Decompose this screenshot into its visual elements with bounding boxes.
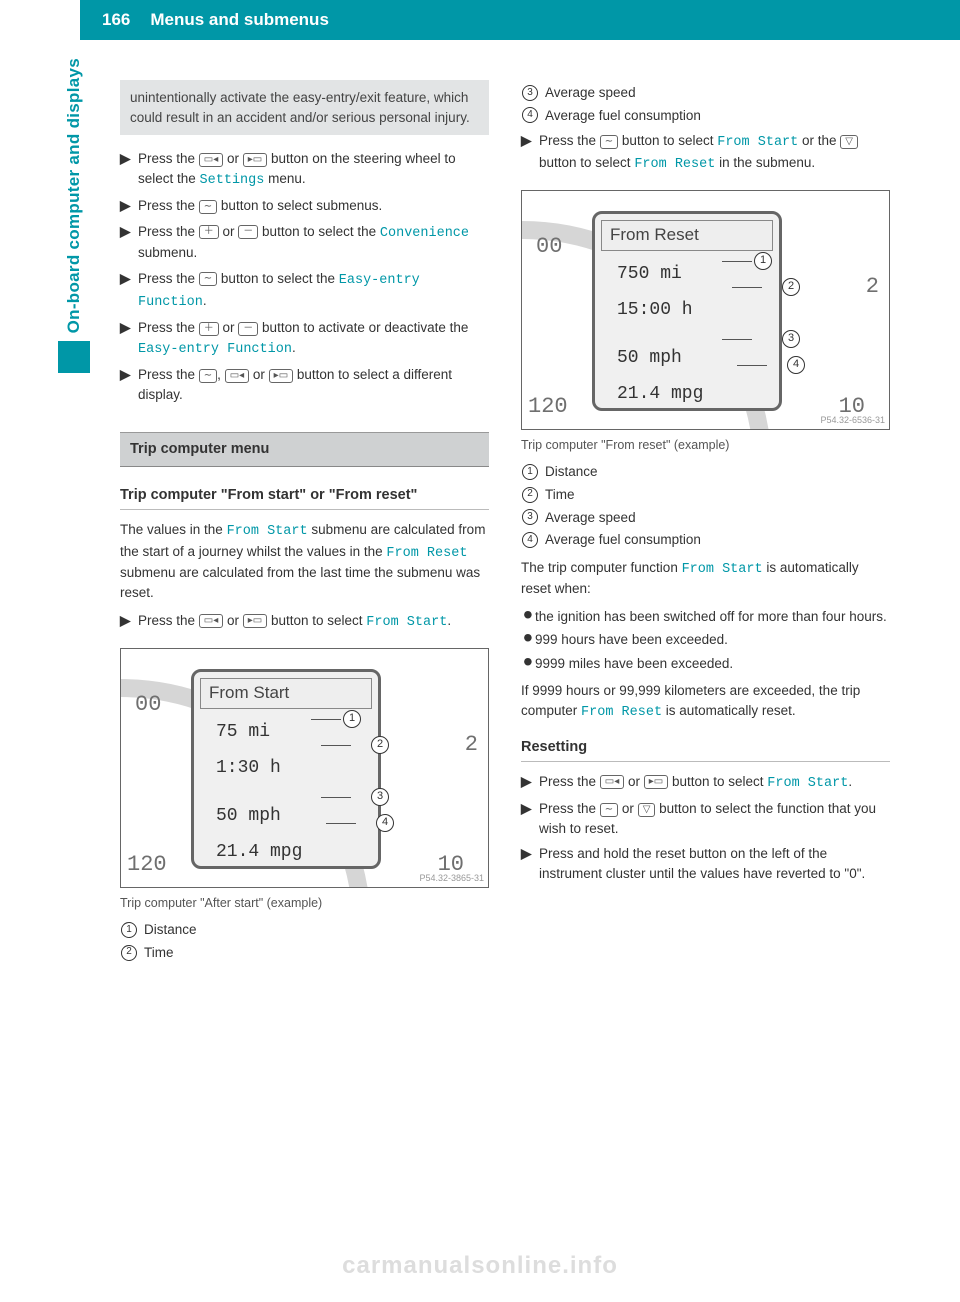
legend-item: 3Average speed [521,83,890,103]
instruction-step: ▶Press the ∼, ▭◂ or ▸▭ button to select … [120,365,489,404]
warning-notice: unintentionally activate the easy-entry/… [120,80,489,135]
bullet-item: the ignition has been switched off for m… [521,607,890,627]
step-select-from-start: ▶ Press the ▭◂ or ▸▭ button to select Fr… [120,611,489,633]
legend-item: 1Distance [521,462,890,482]
instruction-step: ▶Press the ∼ button to select submenus. [120,196,489,216]
right_page-icon: ▸▭ [644,775,668,789]
step-marker-icon: ▶ [120,269,132,312]
left-page-icon: ▭◂ [199,614,223,628]
minus-icon: － [238,322,258,336]
section-bar-trip: Trip computer menu [120,432,489,467]
step-marker-icon: ▶ [120,222,132,263]
bullet-item: 9999 miles have been exceeded. [521,654,890,674]
body-auto-reset: The trip computer function From Start is… [521,558,890,599]
legend-item: 4Average fuel consumption [521,106,890,126]
header-title: Menus and submenus [142,8,329,33]
right-page-icon: ▸▭ [243,614,267,628]
plus-icon: ＋ [199,322,219,336]
step-marker-icon: ▶ [120,149,132,190]
right-column: 3Average speed4Average fuel consumption … [521,80,890,965]
side-tab-block [58,341,90,373]
legend-item: 2Time [120,943,489,963]
scroll-icon: ∼ [600,803,618,817]
legend-item: 3Average speed [521,508,890,528]
step-select-from-reset: ▶ Press the ∼ button to select From Star… [521,131,890,174]
left_page-icon: ▭◂ [199,153,223,167]
instruction-step: ▶Press the ＋ or － button to select the C… [120,222,489,263]
step-marker-icon: ▶ [120,196,132,216]
step-marker-icon: ▶ [521,844,533,883]
side-tab: On-board computer and displays [58,58,90,373]
minus-icon: － [238,225,258,239]
scroll-icon: ∼ [600,135,618,149]
instruction-step: ▶Press the ∼ button to select the Easy-e… [120,269,489,312]
instruction-step: ▶Press the ∼ or ▽ button to select the f… [521,799,890,838]
right_page-icon: ▸▭ [269,369,293,383]
scroll-icon: ∼ [199,369,217,383]
body-from-start: The values in the From Start submenu are… [120,520,489,602]
subheading-resetting: Resetting [521,737,890,762]
left_page-icon: ▭◂ [225,369,249,383]
right_page-icon: ▸▭ [243,153,267,167]
back-icon: ▽ [638,803,656,817]
step-marker-icon: ▶ [120,365,132,404]
subheading-from-start: Trip computer "From start" or "From rese… [120,485,489,510]
legend-item: 2Time [521,485,890,505]
step-marker-icon: ▶ [521,772,533,794]
side-tab-label: On-board computer and displays [62,58,87,333]
step-marker-icon: ▶ [521,131,533,174]
left-column: unintentionally activate the easy-entry/… [120,80,489,965]
figure1-caption: Trip computer "After start" (example) [120,894,489,912]
left_page-icon: ▭◂ [600,775,624,789]
instruction-step: ▶Press the ▭◂ or ▸▭ button on the steeri… [120,149,489,190]
legend-item: 1Distance [120,920,489,940]
page-number: 166 [90,8,142,33]
figure-from-reset: 00 2 120 10 From Reset 750 mi 15:00 h 50… [521,190,890,430]
figure-from-start: 00 2 120 10 From Start 75 mi 1:30 h 50 m… [120,648,489,888]
page-header: 166 Menus and submenus [80,0,960,40]
step-marker-icon: ▶ [120,611,132,633]
back-icon: ▽ [840,135,858,149]
body-auto-reset2: If 9999 hours or 99,999 kilometers are e… [521,681,890,722]
legend-item: 4Average fuel consumption [521,530,890,550]
scroll-icon: ∼ [199,200,217,214]
instruction-step: ▶Press the ▭◂ or ▸▭ button to select Fro… [521,772,890,794]
instruction-step: ▶Press and hold the reset button on the … [521,844,890,883]
watermark: carmanualsonline.info [0,1249,960,1284]
figure2-caption: Trip computer "From reset" (example) [521,436,890,454]
scroll-icon: ∼ [199,272,217,286]
instruction-step: ▶Press the ＋ or － button to activate or … [120,318,489,359]
step-marker-icon: ▶ [120,318,132,359]
step-marker-icon: ▶ [521,799,533,838]
bullet-item: 999 hours have been exceeded. [521,630,890,650]
plus-icon: ＋ [199,225,219,239]
